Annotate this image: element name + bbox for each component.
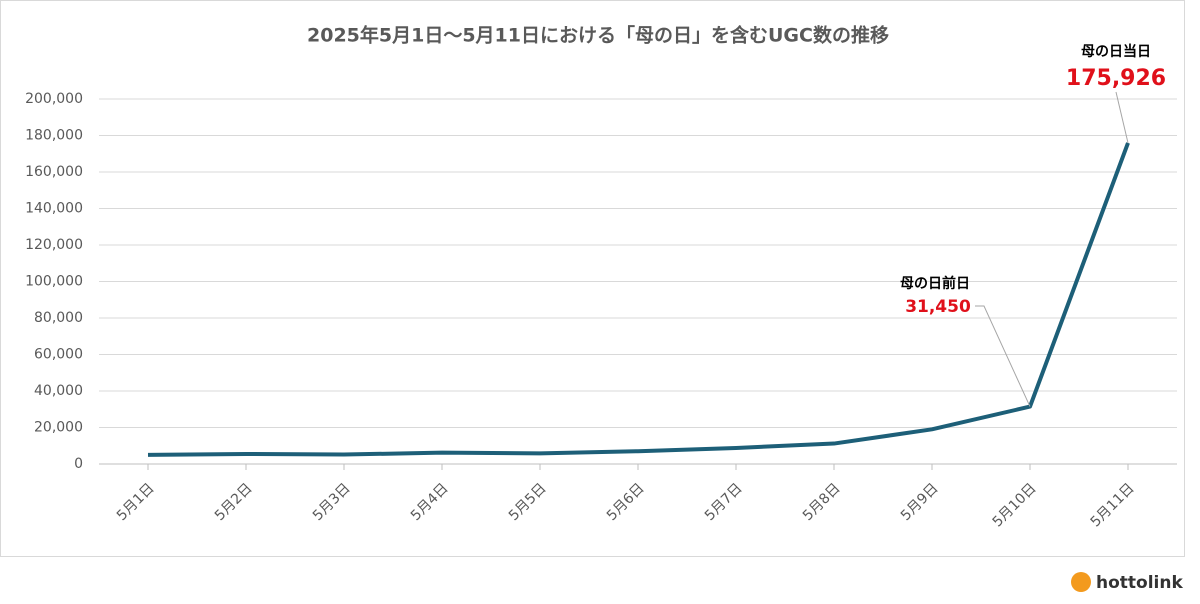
leader-line [1115, 91, 1129, 144]
annotation: 母の日前日 [900, 275, 970, 292]
y-tick-label: 160,000 [25, 164, 83, 180]
y-tick-label: 180,000 [25, 128, 83, 144]
value-label: 175,926 [1066, 66, 1166, 91]
chart-title: 2025年5月1日〜5月11日における「母の日」を含むUGC数の推移 [307, 24, 889, 47]
data-line [147, 142, 1130, 457]
leader-line [975, 305, 1031, 407]
y-tick-label: 40,000 [34, 383, 83, 399]
logo: hottolink [1096, 573, 1183, 593]
value-label: 31,450 [905, 297, 971, 317]
annotation: 母の日当日 [1081, 43, 1151, 60]
y-tick-label: 120,000 [25, 237, 83, 253]
logo-icon [1071, 572, 1091, 592]
y-tick-label: 140,000 [25, 201, 83, 217]
y-tick-label: 0 [74, 456, 83, 472]
y-tick-label: 20,000 [34, 420, 83, 436]
chart-frame [0, 0, 1185, 557]
y-tick-label: 60,000 [34, 347, 83, 363]
y-tick-label: 80,000 [34, 310, 83, 326]
y-tick-label: 100,000 [25, 274, 83, 290]
y-tick-label: 200,000 [25, 91, 83, 107]
